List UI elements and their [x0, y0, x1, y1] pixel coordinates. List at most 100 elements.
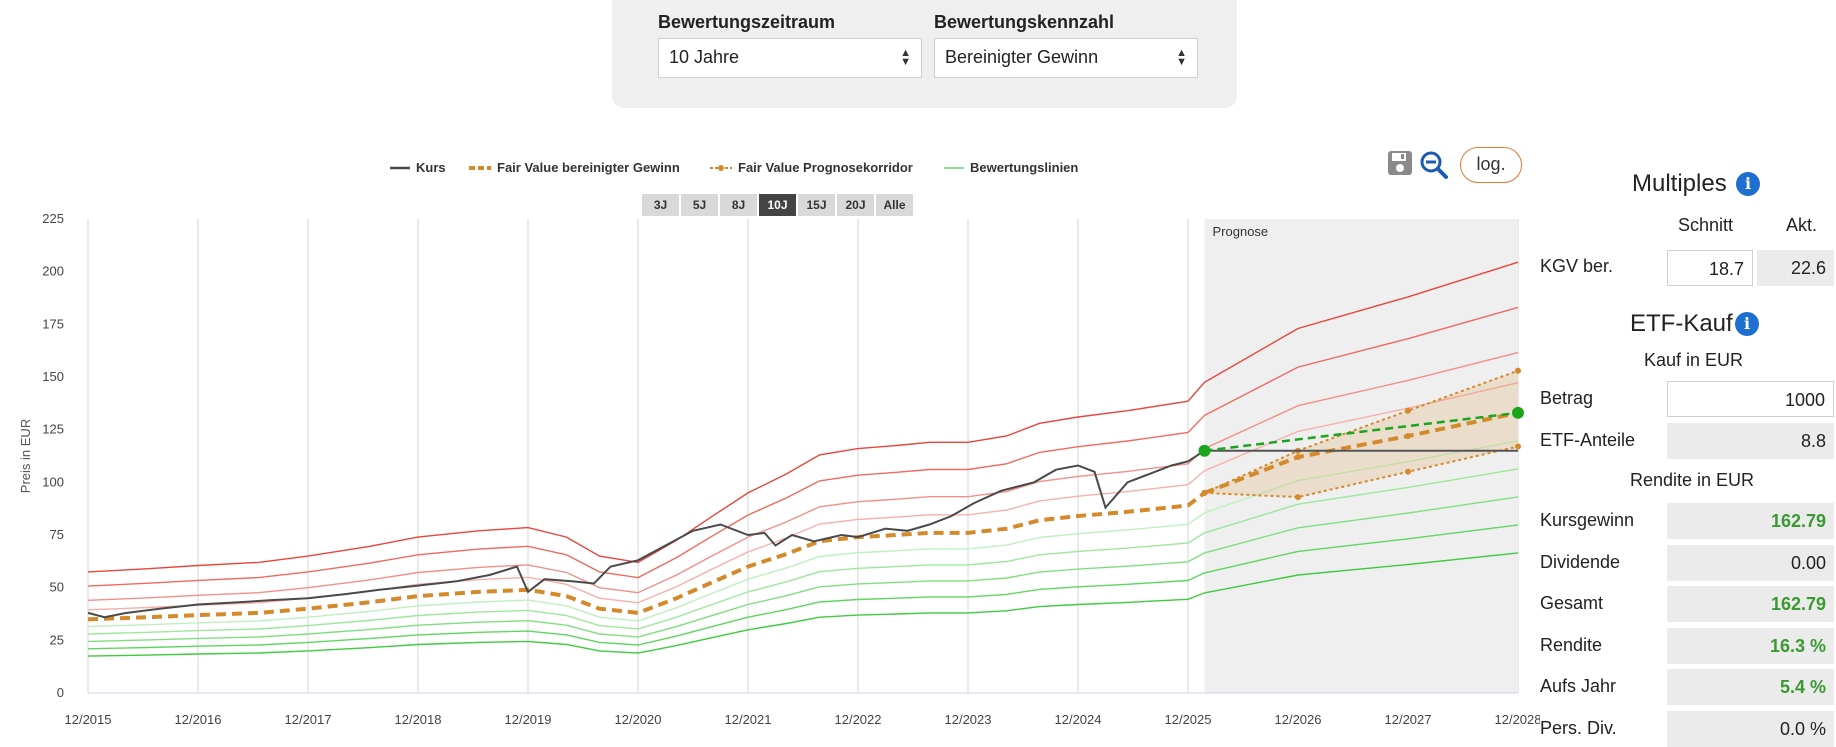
- bewertungslinie: [87, 261, 1519, 573]
- y-tick-label: 125: [42, 422, 64, 437]
- rendite-title: Rendite in EUR: [1630, 470, 1755, 490]
- period-label: Bewertungszeitraum: [658, 12, 836, 32]
- y-tick-label: 25: [50, 632, 64, 647]
- x-tick-label: 12/2023: [945, 712, 992, 727]
- corridor-point: [1515, 367, 1521, 374]
- etf-info-icon[interactable]: i: [1735, 312, 1759, 336]
- rendite-row-label: Pers. Div.: [1540, 718, 1617, 738]
- x-tick-label: 12/2022: [835, 712, 882, 727]
- range-selector: 3J 5J 8J 10J 15J 20J Alle: [642, 194, 915, 216]
- bewertungslinie: [87, 468, 1519, 635]
- range-button-alle[interactable]: Alle: [876, 194, 913, 216]
- multiples-title: Multiples: [1632, 170, 1727, 197]
- y-tick-label: 225: [42, 211, 64, 226]
- range-button-5j[interactable]: 5J: [681, 194, 718, 216]
- range-button-20j[interactable]: 20J: [837, 194, 874, 216]
- metric-label: Bewertungskennzahl: [934, 12, 1115, 32]
- rendite-row-value: 16.3 %: [1667, 628, 1834, 664]
- log-scale-button[interactable]: log.: [1460, 147, 1522, 183]
- rendite-row-value: 0.0 %: [1667, 711, 1834, 747]
- bewertungslinie: [87, 552, 1519, 657]
- save-icon[interactable]: [1387, 150, 1413, 176]
- bewertungslinie: [87, 524, 1519, 650]
- y-tick-label: 175: [42, 316, 64, 331]
- y-tick-label: 75: [50, 527, 64, 542]
- rendite-row-value: 0.00: [1667, 545, 1834, 581]
- rendite-row-value: 5.4 %: [1667, 669, 1834, 705]
- target-point: [1512, 406, 1524, 419]
- betrag-label: Betrag: [1540, 388, 1594, 408]
- range-button-8j[interactable]: 8J: [720, 194, 757, 216]
- corridor-point: [1515, 443, 1521, 450]
- y-tick-label: 200: [42, 264, 64, 279]
- fair-value-forecast-line: [1203, 410, 1519, 495]
- legend-label-kurs: Kurs: [416, 160, 446, 175]
- rendite-row-label: Aufs Jahr: [1540, 676, 1617, 696]
- range-button-3j[interactable]: 3J: [642, 194, 679, 216]
- kurs-swatch: [390, 166, 410, 169]
- fair-value-line: [87, 491, 1206, 622]
- range-button-10j[interactable]: 10J: [759, 194, 796, 216]
- x-tick-label: 12/2026: [1275, 712, 1322, 727]
- x-tick-label: 12/2016: [175, 712, 222, 727]
- legend-item-kurs[interactable]: Kurs: [390, 160, 446, 175]
- rendite-row-value: 162.79: [1667, 586, 1834, 622]
- fair-value-forecast-point: [1201, 489, 1208, 496]
- multiples-head-cur: Akt.: [1786, 215, 1818, 235]
- rendite-row-label: Dividende: [1540, 552, 1621, 572]
- metric-select-value: Bereinigter Gewinn: [945, 47, 1099, 67]
- x-tick-label: 12/2021: [725, 712, 772, 727]
- bewertungslinien-swatch: [944, 166, 964, 169]
- period-select-value: 10 Jahre: [669, 47, 740, 67]
- rendite-row-label: Gesamt: [1540, 593, 1604, 613]
- y-tick-label: 150: [42, 369, 64, 384]
- y-tick-label: 100: [42, 474, 64, 489]
- metric-select[interactable]: Bereinigter Gewinn ▲ ▼: [934, 38, 1198, 78]
- kgv-avg-input[interactable]: 18.7: [1667, 250, 1753, 286]
- legend-label-fair-value: Fair Value bereinigter Gewinn: [497, 160, 680, 175]
- bewertungslinie: [87, 351, 1519, 601]
- x-tick-label: 12/2019: [505, 712, 552, 727]
- select-arrows-icon: ▲ ▼: [900, 47, 911, 68]
- x-tick-label: 12/2024: [1055, 712, 1102, 727]
- corridor-point: [1405, 468, 1411, 475]
- kgv-label: KGV ber.: [1540, 256, 1614, 276]
- corridor-point: [1295, 494, 1301, 501]
- legend-item-fair-value[interactable]: Fair Value bereinigter Gewinn: [469, 160, 680, 175]
- select-arrows-icon: ▲ ▼: [1176, 47, 1187, 68]
- bewertungslinie: [87, 306, 1519, 587]
- multiples-head-avg: Schnitt: [1678, 215, 1734, 235]
- target-line: [1204, 411, 1519, 452]
- betrag-input[interactable]: 1000: [1667, 381, 1834, 417]
- multiples-info-icon[interactable]: i: [1736, 172, 1760, 196]
- y-axis-label: Preis in EUR: [18, 419, 33, 493]
- x-tick-label: 12/2020: [615, 712, 662, 727]
- y-tick-label: 50: [50, 580, 64, 595]
- prognosekorridor-swatch: [710, 164, 732, 171]
- etf-title: ETF-Kauf: [1630, 310, 1733, 337]
- x-tick-label: 12/2015: [65, 712, 112, 727]
- corridor-upper-line: [1204, 369, 1519, 494]
- kgv-cur-value: 22.6: [1757, 250, 1834, 286]
- x-tick-label: 12/2018: [395, 712, 442, 727]
- rendite-row-label: Rendite: [1540, 635, 1603, 655]
- rendite-row-label: Kursgewinn: [1540, 510, 1635, 530]
- period-select[interactable]: 10 Jahre ▲ ▼: [658, 38, 922, 78]
- x-tick-label: 12/2028: [1495, 712, 1541, 727]
- zoom-out-icon[interactable]: [1419, 150, 1449, 180]
- prognose-korridor-fill: [1204, 370, 1518, 498]
- legend-item-bewertungslinien[interactable]: Bewertungslinien: [944, 160, 1078, 175]
- bewertungslinie: [87, 496, 1519, 643]
- rendite-row-value: 162.79: [1667, 503, 1834, 539]
- legend-item-prognosekorridor[interactable]: Fair Value Prognosekorridor: [710, 160, 913, 175]
- y-tick-label: 0: [57, 685, 64, 700]
- x-tick-label: 12/2025: [1165, 712, 1212, 727]
- x-tick-label: 12/2017: [285, 712, 332, 727]
- anteile-value: 8.8: [1667, 423, 1834, 459]
- forecast-region: [1204, 219, 1518, 693]
- legend-label-prognosekorridor: Fair Value Prognosekorridor: [738, 160, 913, 175]
- etf-subtitle: Kauf in EUR: [1644, 350, 1744, 370]
- range-button-15j[interactable]: 15J: [798, 194, 835, 216]
- fair-value-forecast-point: [1405, 432, 1411, 439]
- anteile-label: ETF-Anteile: [1540, 430, 1636, 450]
